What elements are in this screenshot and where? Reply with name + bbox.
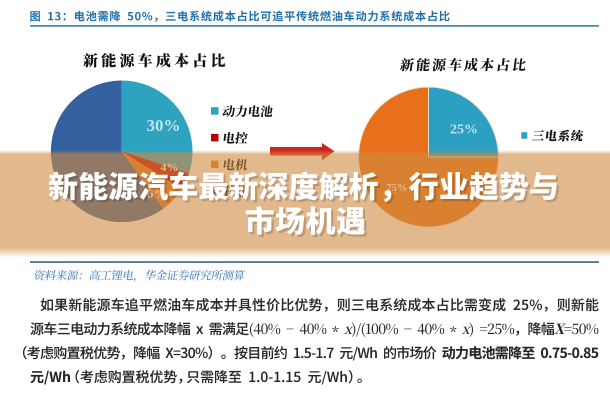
svg-text:25%: 25% [450, 122, 478, 137]
svg-text:30%: 30% [147, 116, 181, 135]
